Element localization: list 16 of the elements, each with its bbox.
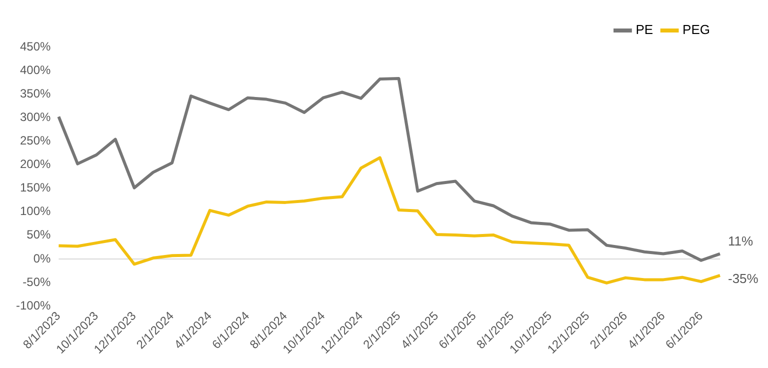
y-tick-label: -50% (22, 274, 52, 289)
y-tick-label: 350% (20, 86, 52, 100)
y-tick-label: 400% (20, 62, 52, 77)
y-tick-label: 150% (20, 180, 52, 195)
y-tick-label: 0% (33, 251, 52, 266)
data-label: -35% (728, 271, 759, 286)
legend-label: PE (636, 22, 654, 38)
data-label: 11% (728, 233, 754, 248)
y-tick-label: 100% (20, 204, 52, 218)
y-tick-label: -100% (16, 298, 52, 312)
legend-label: PEG (682, 22, 710, 38)
y-tick-label: 50% (26, 228, 52, 242)
y-tick-label: 250% (20, 134, 52, 148)
y-tick-label: 450% (20, 39, 52, 54)
y-tick-label: 300% (20, 110, 52, 124)
y-tick-label: 200% (20, 157, 52, 172)
